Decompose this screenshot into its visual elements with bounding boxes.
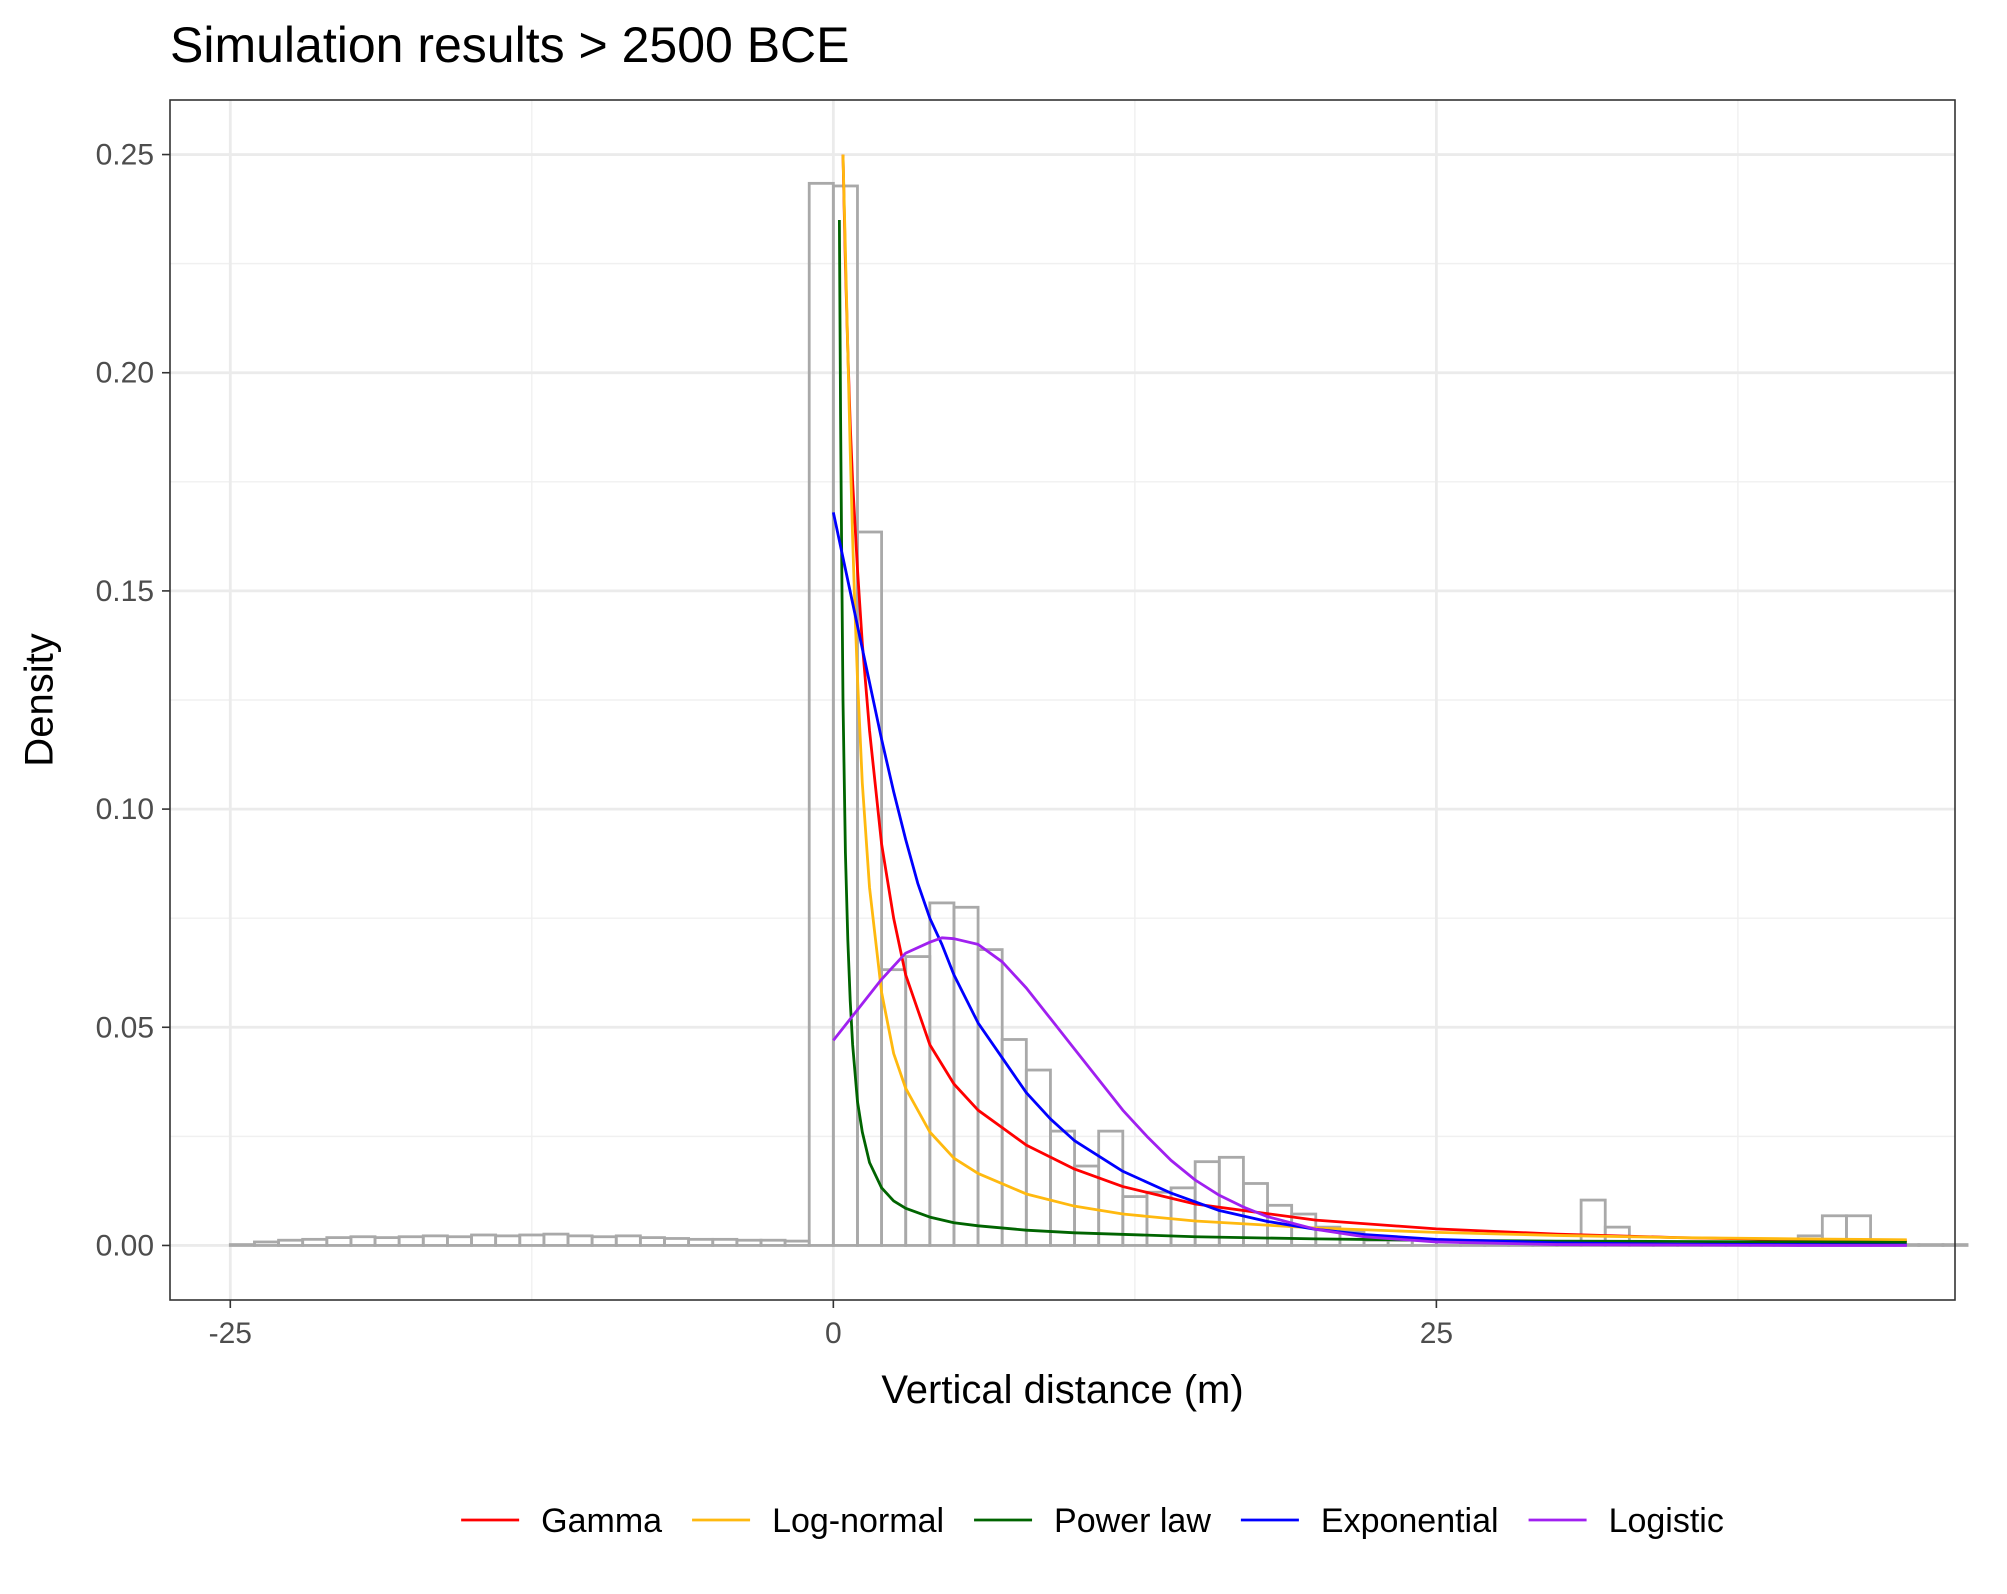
y-tick-label: 0.20 (96, 357, 154, 390)
legend-item-gamma: Gamma (461, 1502, 662, 1540)
x-tick-label: 0 (825, 1317, 842, 1350)
legend-label: Gamma (541, 1502, 662, 1540)
series-line-logistic (832, 936, 1907, 1247)
series-line-exponential (831, 512, 1907, 1247)
grid (170, 100, 1955, 1300)
legend-item-logistic: Logistic (1528, 1502, 1724, 1540)
fitted-curves (831, 154, 1907, 1247)
series-line-gamma (841, 154, 1907, 1243)
x-axis-title: Vertical distance (m) (881, 1368, 1243, 1412)
legend-item-log-normal: Log-normal (692, 1502, 944, 1540)
y-tick-label: 0.15 (96, 575, 154, 608)
x-tick-label: -25 (209, 1317, 252, 1350)
histogram-bar (856, 530, 883, 1247)
chart-title: Simulation results > 2500 BCE (170, 17, 850, 73)
legend-item-exponential: Exponential (1240, 1502, 1499, 1540)
legend-label: Log-normal (772, 1502, 944, 1540)
axes: 0.00 0.05 0.10 0.15 0.20 0.25 -25 0 25 (96, 139, 1453, 1350)
legend-label: Power law (1054, 1502, 1211, 1540)
legend-item-power-law: Power law (974, 1502, 1211, 1540)
histogram-bar (1917, 1243, 1945, 1247)
histogram-bar (1097, 1129, 1125, 1247)
x-tick-label: 25 (1420, 1317, 1453, 1350)
series-line-log-normal (841, 154, 1907, 1242)
legend-label: Exponential (1321, 1502, 1499, 1540)
y-tick-label: 0.05 (96, 1011, 154, 1044)
histogram-bar (228, 1243, 256, 1247)
legend: Gamma Log-normal Power law Exponential Logis… (461, 1502, 1724, 1540)
y-tick-label: 0.25 (96, 139, 154, 172)
y-axis-title: Density (18, 633, 62, 766)
plot-panel-border (169, 99, 1956, 1301)
y-tick-label: 0.10 (96, 793, 154, 826)
y-tick-label: 0.00 (96, 1229, 154, 1262)
legend-label: Logistic (1609, 1502, 1724, 1540)
